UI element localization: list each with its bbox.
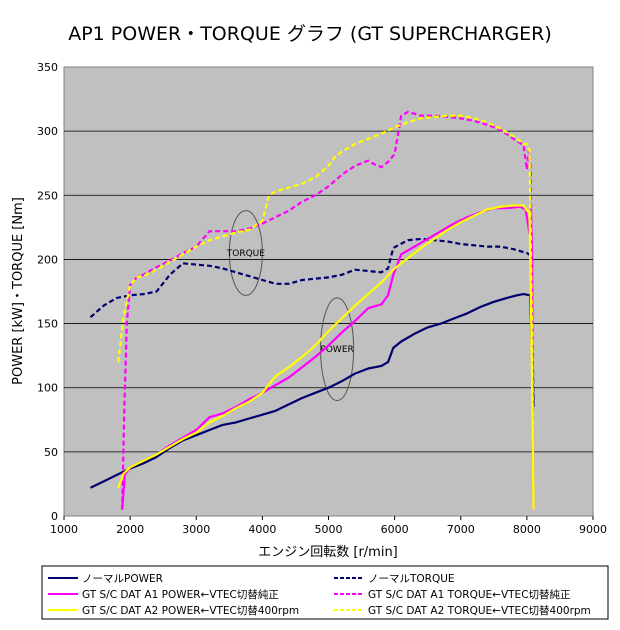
- annotation-label: POWER: [320, 345, 353, 355]
- y-tick-label: 150: [37, 318, 58, 331]
- annotation-label: TORQUE: [226, 249, 266, 259]
- series-line-3: [121, 110, 535, 510]
- x-tick-label: 6000: [381, 523, 409, 536]
- y-axis-label: POWER [kW]・TORQUE [Nm]: [11, 197, 26, 385]
- x-tick-label: 4000: [248, 523, 276, 536]
- annotation-ellipse: [228, 210, 263, 296]
- y-tick-label: 300: [37, 125, 58, 138]
- x-tick-label: 3000: [182, 523, 210, 536]
- legend-entries: ノーマルPOWER ノーマルTORQUE GT S/C DAT A1 POWER←V…: [48, 573, 591, 617]
- legend-label-2: GT S/C DAT A1 POWER←VTEC切替純正: [82, 588, 279, 601]
- legend-label-1: ノーマルTORQUE: [368, 573, 455, 585]
- chart-title: AP1 POWER・TORQUE グラフ (GT SUPERCHARGER): [68, 23, 552, 45]
- y-tick-label: 200: [37, 253, 58, 266]
- series-line-4: [117, 204, 535, 510]
- legend-label-0: ノーマルPOWER: [82, 573, 163, 585]
- series-line-5: [117, 114, 535, 510]
- grid-lines: [64, 130, 593, 453]
- series-line-1: [89, 237, 535, 401]
- series-line-0: [90, 293, 535, 489]
- x-axis-label: エンジン回転数 [r/min]: [258, 545, 398, 560]
- legend: [41, 565, 609, 620]
- x-tick-label: 2000: [116, 523, 144, 536]
- plot-area: [63, 66, 594, 517]
- x-tick-label: 7000: [447, 523, 475, 536]
- series-lines: [89, 110, 535, 510]
- legend-label-4: GT S/C DAT A2 POWER←VTEC切替400rpm: [82, 604, 299, 617]
- x-axis-tick-labels: 1000 2000 3000 4000 5000 6000 7000 8000 9000: [50, 516, 607, 536]
- x-tick-label: 1000: [50, 523, 78, 536]
- y-tick-label: 100: [37, 382, 58, 395]
- y-tick-label: 0: [51, 510, 58, 523]
- legend-label-5: GT S/C DAT A2 TORQUE←VTEC切替400rpm: [368, 604, 591, 617]
- legend-label-3: GT S/C DAT A1 TORQUE←VTEC切替純正: [368, 588, 571, 601]
- series-line-2: [121, 205, 535, 510]
- x-tick-label: 5000: [315, 523, 343, 536]
- y-tick-label: 250: [37, 189, 58, 202]
- y-axis-tick-labels: 0 50 100 150 200 250 300 350: [37, 61, 58, 523]
- y-tick-label: 50: [44, 446, 58, 459]
- y-tick-label: 350: [37, 61, 58, 74]
- annotations: TORQUE POWER: [226, 210, 355, 402]
- x-tick-label: 8000: [513, 523, 541, 536]
- annotation-ellipse: [320, 297, 355, 402]
- x-tick-label: 9000: [579, 523, 607, 536]
